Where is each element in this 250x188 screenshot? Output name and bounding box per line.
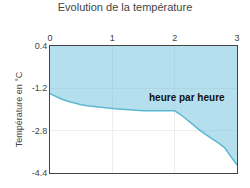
svg-text:Température en °C: Température en °C — [14, 71, 24, 147]
svg-text:Evolution de la température: Evolution de la température — [58, 1, 193, 13]
svg-text:-2.8: -2.8 — [32, 126, 48, 136]
svg-text:1: 1 — [110, 33, 115, 43]
svg-text:0.4: 0.4 — [35, 41, 48, 51]
svg-text:3: 3 — [234, 33, 239, 43]
svg-text:-4.4: -4.4 — [32, 168, 48, 178]
svg-text:-1.2: -1.2 — [32, 83, 48, 93]
svg-text:heure par heure: heure par heure — [149, 92, 225, 103]
svg-text:2: 2 — [172, 33, 177, 43]
svg-text:0: 0 — [47, 33, 52, 43]
